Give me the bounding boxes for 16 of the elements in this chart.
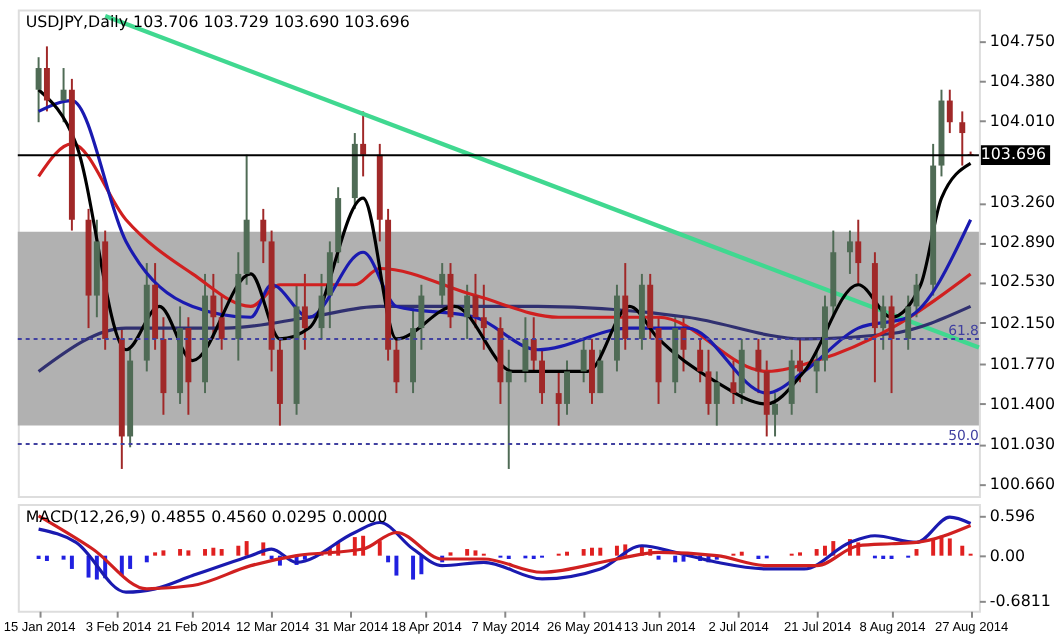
y-tick-label: 103.260: [989, 193, 1056, 212]
chart-title: MACD(12,26,9) 0.4855 0.4560 0.0295 0.0000: [25, 507, 388, 526]
y-tick-label: 101.030: [989, 434, 1056, 453]
y-tick-label: 104.010: [989, 112, 1056, 131]
y-tick-label: 0.596: [989, 507, 1036, 526]
y-tick-label: 101.770: [989, 354, 1056, 373]
y-tick-label: 104.380: [989, 71, 1056, 90]
y-tick-label: 102.530: [989, 272, 1056, 291]
y-tick-label: 104.750: [989, 31, 1056, 50]
y-tick-label: 102.890: [989, 233, 1056, 252]
y-tick-label: -0.6811: [989, 591, 1051, 610]
y-tick-label: 100.660: [989, 475, 1056, 494]
y-tick-label: 102.150: [989, 313, 1056, 332]
y-tick-label: 101.400: [989, 394, 1056, 413]
ref-line-label: 103.696: [980, 145, 1047, 164]
y-tick-label: 0.00: [989, 546, 1026, 565]
